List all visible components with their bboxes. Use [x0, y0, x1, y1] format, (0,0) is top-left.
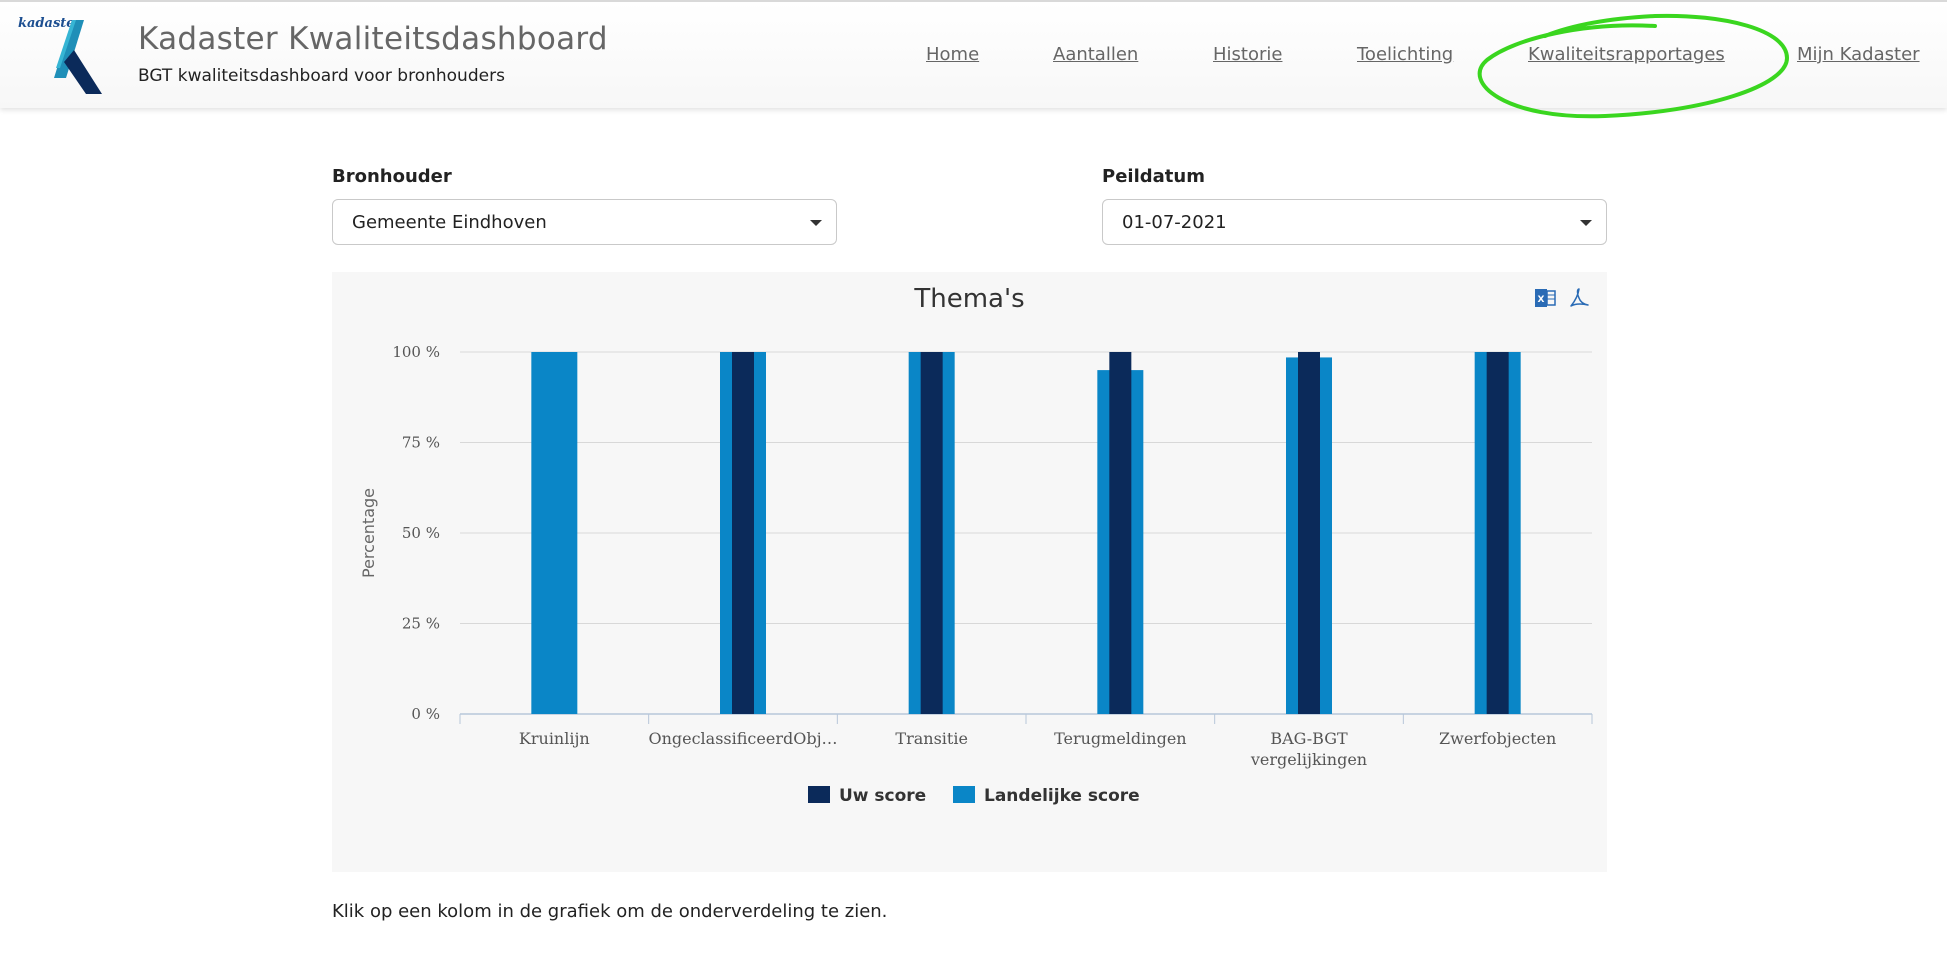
bar-uw-score — [920, 352, 943, 714]
logo-wordmark: kadaster — [18, 16, 82, 31]
bronhouder-label: Bronhouder — [332, 166, 452, 187]
nav-kwaliteitsrapportages[interactable]: Kwaliteitsrapportages — [1528, 44, 1725, 65]
chevron-down-icon — [1580, 220, 1592, 226]
bronhouder-value: Gemeente Eindhoven — [352, 212, 547, 233]
app-header: kadaster Kadaster Kwaliteitsdashboard BG… — [0, 0, 1947, 108]
x-tick-label: Kruinlijn — [519, 729, 590, 748]
bar-uw-score — [732, 352, 754, 714]
y-axis-label: Percentage — [359, 488, 378, 578]
kadaster-k-logo-icon — [54, 20, 102, 94]
x-tick-label: Transitie — [895, 729, 968, 748]
bronhouder-select[interactable]: Gemeente Eindhoven — [332, 199, 837, 245]
legend-swatch — [953, 786, 975, 803]
x-tick-label: vergelijkingen — [1250, 750, 1367, 769]
nav-toelichting[interactable]: Toelichting — [1357, 44, 1454, 65]
bar-uw-score — [1486, 352, 1509, 714]
nav-aantallen[interactable]: Aantallen — [1053, 44, 1139, 65]
legend-label: Landelijke score — [984, 786, 1140, 806]
pdf-export-icon[interactable] — [1567, 286, 1591, 310]
bar-uw-score — [1298, 352, 1320, 714]
y-tick-label: 0 % — [411, 705, 440, 723]
peildatum-value: 01-07-2021 — [1122, 212, 1227, 233]
chevron-down-icon — [810, 220, 822, 226]
y-tick-label: 25 % — [402, 615, 440, 633]
themas-chart-panel: Thema's X 0 % 25 % 50 % 75 % 100 % Percentage… — [332, 272, 1607, 872]
kadaster-logo[interactable]: kadaster — [14, 14, 124, 98]
y-tick-label: 50 % — [402, 524, 440, 542]
svg-text:X: X — [1538, 295, 1545, 305]
app-subtitle: BGT kwaliteitsdashboard voor bronhouders — [138, 66, 505, 86]
legend-swatch — [808, 786, 830, 803]
peildatum-label: Peildatum — [1102, 166, 1205, 187]
excel-export-icon[interactable]: X — [1533, 286, 1557, 310]
x-tick-label: BAG-BGT — [1270, 729, 1348, 748]
bar-chart[interactable]: 0 % 25 % 50 % 75 % 100 % Percentage Kruinlijn O… — [332, 272, 1607, 872]
chart-title: Thema's — [914, 284, 1025, 314]
bar-landelijke-score — [531, 352, 578, 714]
peildatum-select[interactable]: 01-07-2021 — [1102, 199, 1607, 245]
legend-label: Uw score — [839, 786, 926, 806]
x-tick-label: Zwerfobjecten — [1439, 729, 1556, 748]
nav-mijn-kadaster[interactable]: Mijn Kadaster — [1797, 44, 1920, 65]
x-tick-label: OngeclassificeerdObj… — [648, 729, 837, 748]
y-tick-label: 100 % — [392, 343, 440, 361]
nav-home[interactable]: Home — [926, 44, 980, 65]
nav-historie[interactable]: Historie — [1213, 44, 1283, 65]
y-tick-label: 75 % — [402, 434, 440, 452]
x-tick-label: Terugmeldingen — [1054, 729, 1187, 748]
chart-hint: Klik op een kolom in de grafiek om de on… — [332, 901, 888, 922]
app-title: Kadaster Kwaliteitsdashboard — [138, 21, 608, 57]
bar-uw-score — [1109, 352, 1132, 714]
